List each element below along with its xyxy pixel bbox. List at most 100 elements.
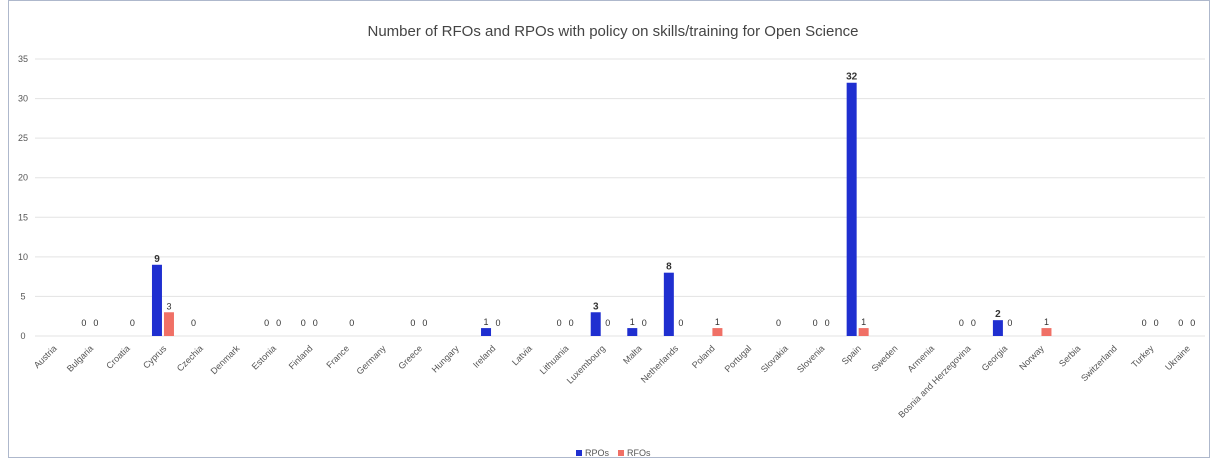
y-tick-label: 5	[20, 291, 25, 301]
x-tick-label: France	[324, 343, 351, 370]
x-tick-label: Spain	[840, 343, 863, 366]
x-tick-label: Sweden	[870, 343, 900, 373]
data-label: 0	[81, 318, 86, 328]
x-tick-label: Bulgaria	[65, 343, 95, 373]
x-tick-label: Switzerland	[1079, 343, 1119, 383]
x-tick-label: Slovenia	[795, 343, 826, 374]
x-tick-label: Greece	[396, 343, 424, 371]
data-label: 0	[130, 318, 135, 328]
data-label: 1	[1044, 317, 1049, 327]
data-label: 0	[776, 318, 781, 328]
x-tick-label: Slovakia	[759, 343, 790, 374]
legend: RPOs RFOs	[576, 448, 651, 458]
data-label: 0	[349, 318, 354, 328]
data-label: 0	[422, 318, 427, 328]
y-tick-label: 20	[18, 173, 28, 183]
bar-rpos	[590, 312, 601, 336]
y-tick-label: 10	[18, 252, 28, 262]
data-label: 9	[154, 254, 160, 265]
data-label: 0	[1190, 318, 1195, 328]
data-label: 0	[813, 318, 818, 328]
x-tick-label: Latvia	[510, 343, 534, 367]
data-label: 0	[93, 318, 98, 328]
legend-swatch-rfos	[618, 450, 624, 456]
data-label: 1	[715, 317, 720, 327]
data-label: 0	[1178, 318, 1183, 328]
data-label: 3	[593, 301, 599, 312]
bar-rfos	[1041, 328, 1052, 336]
data-label: 1	[484, 317, 489, 327]
data-label: 0	[569, 318, 574, 328]
x-tick-label: Poland	[690, 343, 717, 370]
data-label: 8	[666, 262, 672, 273]
x-tick-label: Serbia	[1057, 343, 1082, 368]
data-label: 0	[971, 318, 976, 328]
bar-rfos	[858, 328, 869, 336]
data-label: 0	[678, 318, 683, 328]
x-tick-label: Estonia	[250, 343, 278, 371]
legend-label: RPOs	[585, 448, 610, 458]
x-axis: Austria Bulgaria Croatia Cyprus Czechia Denma…	[32, 343, 1192, 420]
data-label: 0	[1142, 318, 1147, 328]
data-label: 0	[313, 318, 318, 328]
x-tick-label: Cyprus	[141, 343, 169, 371]
x-tick-label: Germany	[355, 343, 389, 377]
data-label: 0	[1154, 318, 1159, 328]
bar-rfos	[163, 312, 174, 336]
chart-title: Number of RFOs and RPOs with policy on s…	[367, 23, 858, 40]
y-tick-label: 35	[18, 54, 28, 64]
y-axis: 0 5 10 15 20 25 30 35	[18, 54, 28, 341]
bar-rpos	[846, 82, 857, 336]
bar-rpos	[663, 272, 674, 336]
data-label: 0	[959, 318, 964, 328]
data-label: 0	[301, 318, 306, 328]
data-label: 2	[995, 309, 1001, 320]
data-label: 0	[191, 318, 196, 328]
x-tick-label: Denmark	[209, 343, 242, 376]
bar-rpos	[151, 264, 162, 336]
x-tick-label: Norway	[1017, 343, 1046, 372]
data-label: 0	[410, 318, 415, 328]
data-label: 0	[605, 318, 610, 328]
bar-rpos	[627, 328, 638, 336]
gridlines	[35, 58, 1205, 337]
data-label: 0	[276, 318, 281, 328]
legend-swatch-rpos	[576, 450, 582, 456]
legend-label: RFOs	[627, 448, 651, 458]
bar-chart: Number of RFOs and RPOs with policy on s…	[18, 23, 1205, 458]
data-label: 3	[166, 301, 171, 311]
y-tick-label: 30	[18, 94, 28, 104]
data-label: 1	[861, 317, 866, 327]
data-label: 32	[846, 72, 858, 83]
x-tick-label: Netherlands	[639, 343, 681, 385]
bar-rpos	[992, 320, 1003, 336]
x-tick-label: Ukraine	[1163, 343, 1192, 372]
data-label: 0	[496, 318, 501, 328]
x-tick-label: Georgia	[980, 343, 1010, 373]
data-label: 0	[642, 318, 647, 328]
y-tick-label: 15	[18, 212, 28, 222]
x-tick-label: Austria	[32, 343, 59, 370]
data-label: 1	[630, 317, 635, 327]
x-tick-label: Hungary	[430, 343, 461, 374]
y-tick-label: 25	[18, 133, 28, 143]
x-tick-label: Armenia	[905, 343, 936, 374]
y-tick-label: 0	[20, 331, 25, 341]
bar-rfos	[712, 328, 723, 336]
x-tick-label: Bosnia and Herzegovina	[896, 343, 972, 419]
x-tick-label: Portugal	[723, 343, 754, 374]
chart-frame: Number of RFOs and RPOs with policy on s…	[8, 0, 1210, 458]
x-tick-label: Turkey	[1129, 343, 1156, 370]
data-label: 0	[264, 318, 269, 328]
x-tick-label: Ireland	[471, 343, 498, 370]
x-tick-label: Luxembourg	[565, 343, 607, 385]
x-tick-label: Czechia	[175, 343, 205, 373]
x-tick-label: Finland	[287, 343, 315, 371]
x-tick-label: Croatia	[104, 343, 132, 371]
data-label: 0	[1007, 318, 1012, 328]
bar-rpos	[481, 328, 492, 336]
data-label: 0	[557, 318, 562, 328]
x-tick-label: Lithuania	[538, 343, 571, 376]
bars	[151, 82, 1052, 336]
